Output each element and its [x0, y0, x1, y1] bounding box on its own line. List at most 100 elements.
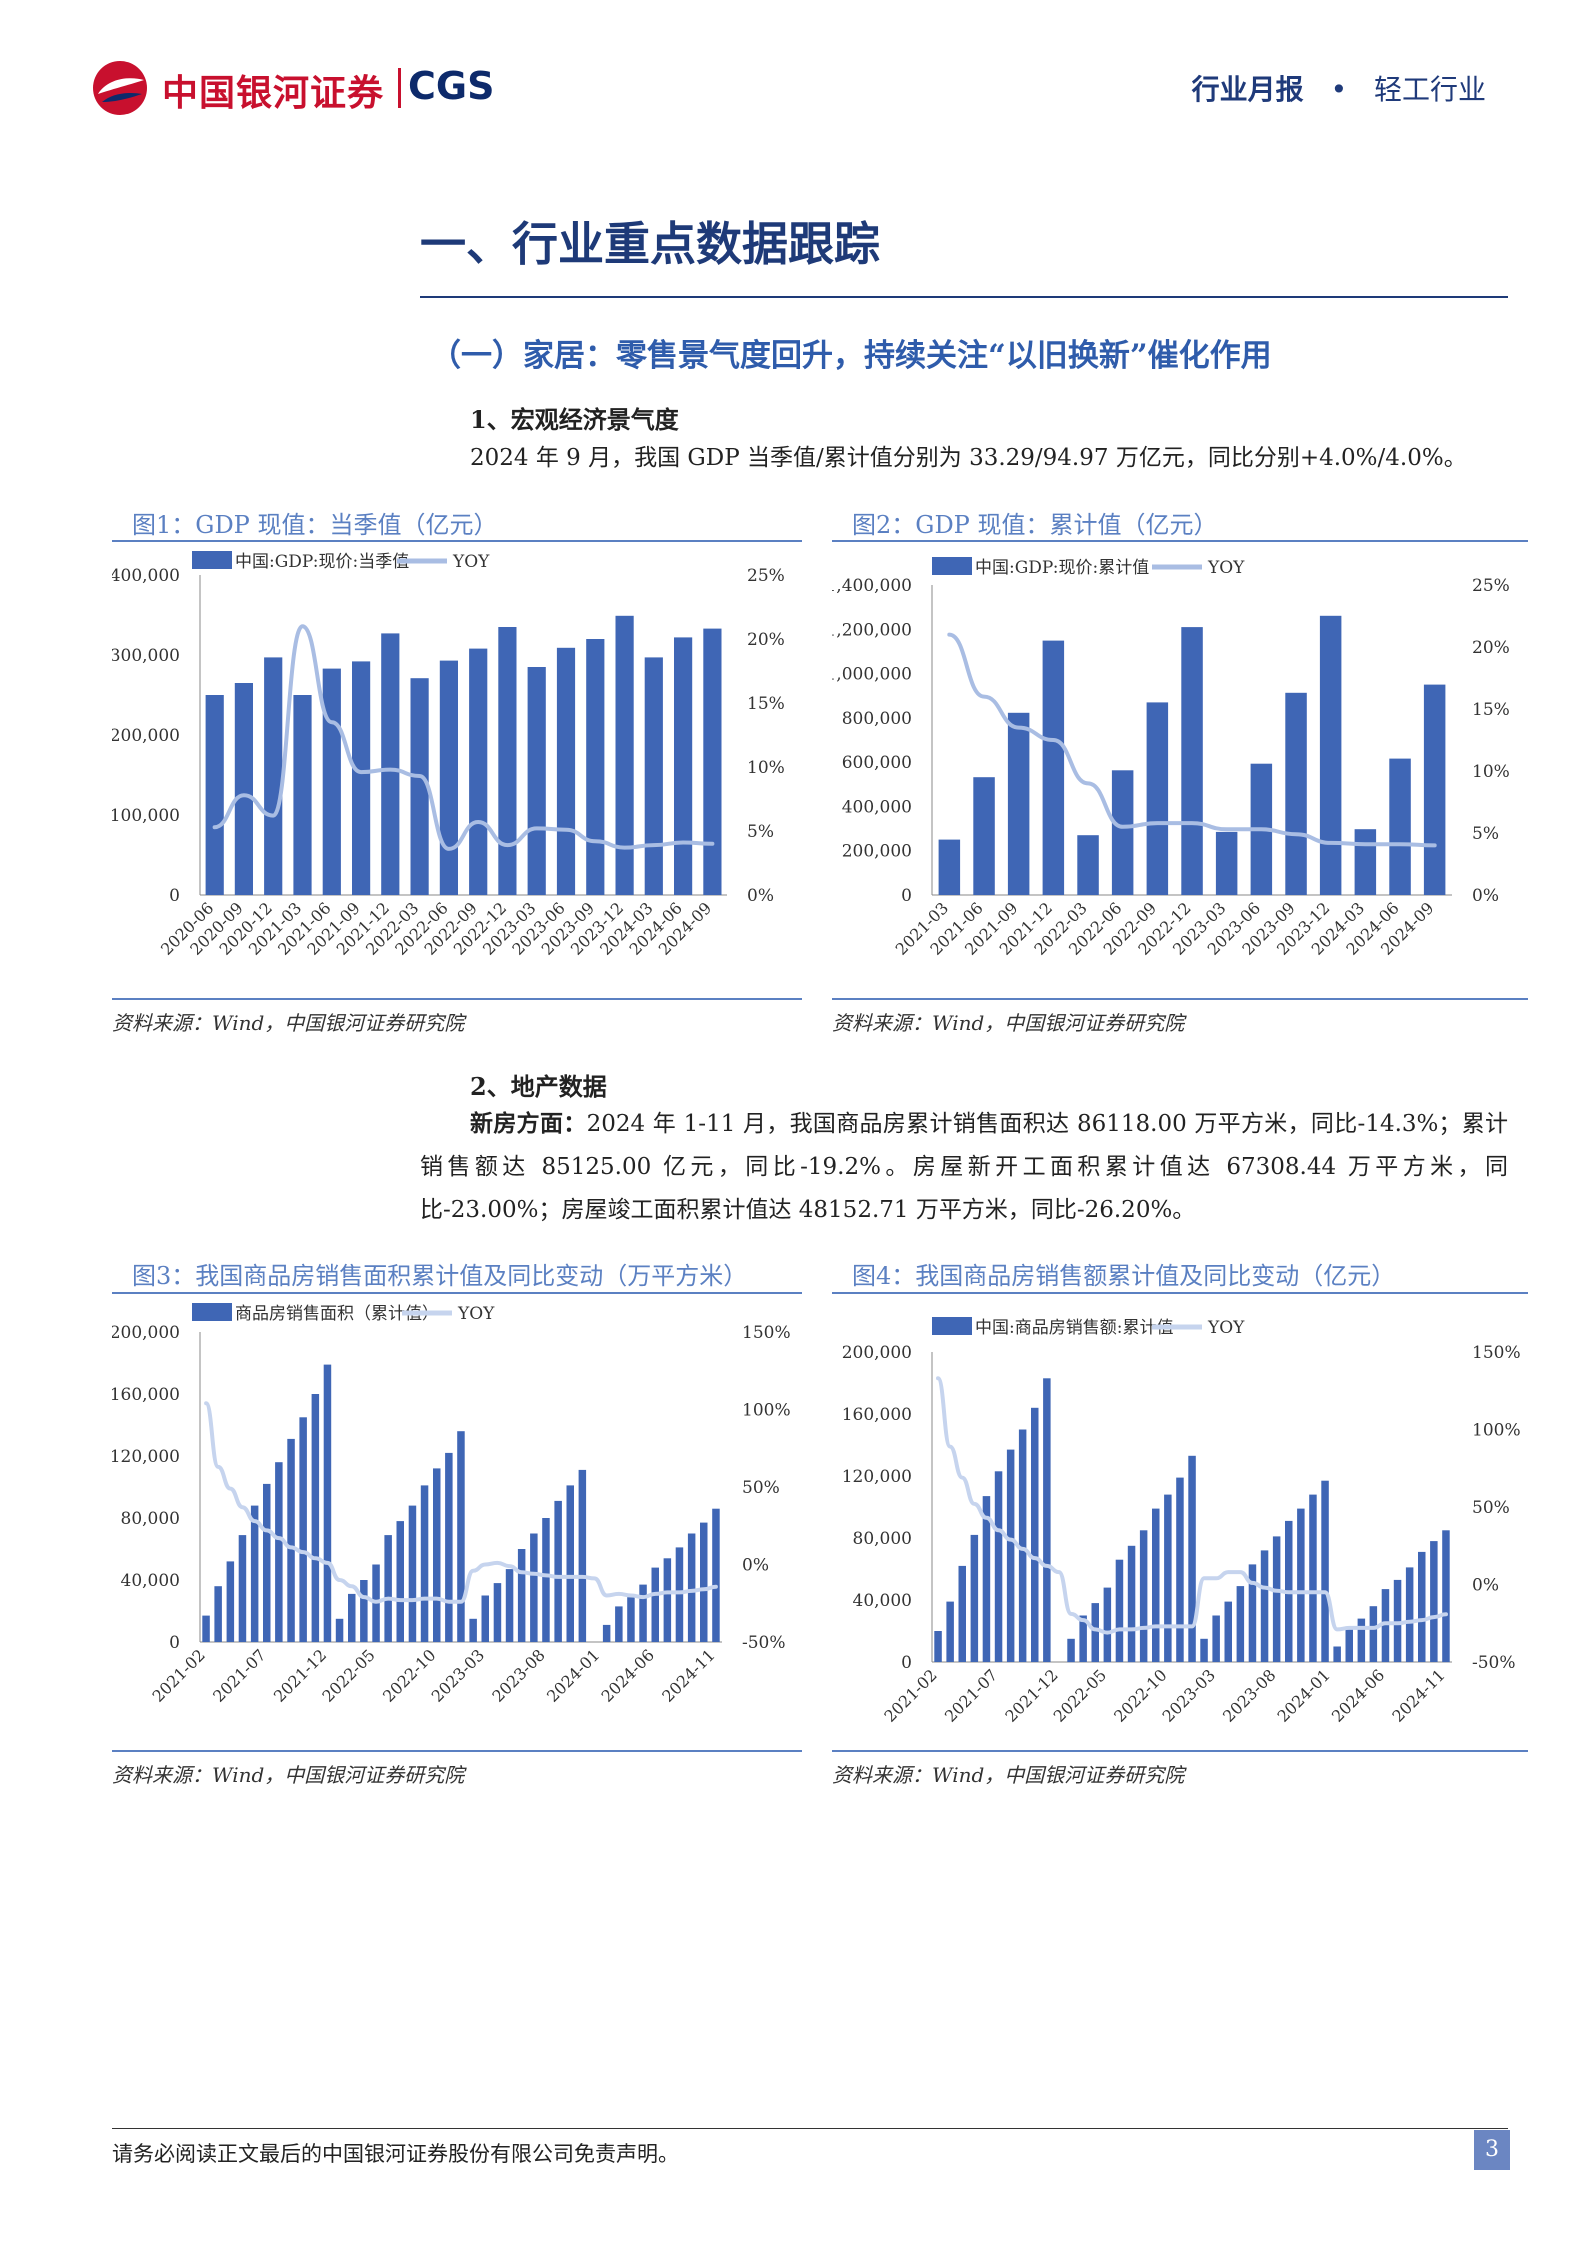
- y-left-tick-label: 800,000: [842, 709, 912, 729]
- x-tick-label: 2023-03: [1159, 1665, 1219, 1725]
- chart-bar: [1309, 1494, 1317, 1662]
- x-tick-label: 2021-02: [880, 1665, 940, 1725]
- report-type: 行业月报: [1191, 73, 1304, 106]
- chart-bar: [615, 615, 634, 895]
- chart-bar: [352, 661, 371, 895]
- chart-bar: [498, 627, 517, 895]
- chart-bar: [627, 1597, 635, 1642]
- chart-bar: [578, 1469, 587, 1642]
- sub1-title: 1、宏观经济景气度: [470, 405, 679, 434]
- y-left-tick-label: 100,000: [112, 806, 180, 826]
- x-tick-label: 2022-05: [318, 1645, 378, 1705]
- sub2-text: 2024 年 1-11 月，我国商品房累计销售面积达 86118.00 万平方米…: [420, 1111, 1509, 1223]
- chart-bar: [408, 1505, 417, 1642]
- y-right-tick-label: 10%: [747, 758, 785, 778]
- y-left-tick-label: 0: [169, 886, 180, 906]
- chart-bar: [322, 668, 341, 895]
- y-right-tick-label: 0%: [1472, 886, 1499, 906]
- y-left-tick-label: 120,000: [112, 1447, 180, 1467]
- legend-bar-label: 中国:GDP:现价:累计值: [975, 558, 1149, 578]
- chart-bar: [335, 1618, 344, 1643]
- x-tick-label: 2023-08: [488, 1645, 548, 1705]
- chart-bar: [1319, 615, 1342, 895]
- x-tick-label: 2024-01: [1273, 1665, 1333, 1725]
- chart-bar: [1042, 640, 1065, 895]
- chart-bar: [556, 647, 576, 895]
- chart-bar: [982, 1496, 991, 1662]
- footer-disclaimer: 请务必阅读正文最后的中国银河证券股份有限公司免责声明。: [112, 2142, 679, 2166]
- chart-bar: [445, 1452, 453, 1642]
- chart-bar: [1115, 1559, 1124, 1662]
- chart-bar: [1442, 1530, 1450, 1663]
- chart-bar: [214, 1586, 222, 1642]
- y-left-tick-label: 40,000: [853, 1591, 912, 1611]
- chart-bar: [517, 1549, 526, 1642]
- chart-bar: [360, 1580, 368, 1642]
- chart-bar: [1139, 1530, 1148, 1663]
- chart-bar: [238, 1535, 247, 1642]
- chart-bar: [973, 777, 995, 895]
- fig2-title: 图2：GDP 现值：累计值（亿元）: [852, 511, 1218, 539]
- chart-bar: [1018, 1429, 1027, 1662]
- fig1-bottom-rule: [112, 998, 802, 1000]
- chart-bar: [1345, 1629, 1353, 1662]
- x-tick-label: 2021-07: [941, 1665, 1001, 1725]
- yoy-line: [212, 624, 715, 851]
- yoy-line: [947, 632, 1437, 848]
- chart-bar: [469, 1618, 477, 1643]
- chart-bar: [946, 1601, 954, 1662]
- chart-bar: [1215, 831, 1238, 895]
- sub2-paragraph: 新房方面：2024 年 1-11 月，我国商品房累计销售面积达 86118.00…: [420, 1102, 1508, 1232]
- chart-bar: [1405, 1567, 1414, 1662]
- y-left-tick-label: 0: [169, 1633, 180, 1653]
- y-left-tick-label: 0: [901, 886, 912, 906]
- section-title: 一、行业重点数据跟踪: [420, 217, 880, 271]
- cgs-logo-icon: [93, 61, 147, 115]
- chart-bar: [675, 1547, 684, 1642]
- chart-bar: [644, 657, 663, 895]
- chart-bar: [439, 660, 458, 895]
- chart-bar: [1354, 829, 1377, 895]
- fig1-title: 图1：GDP 现值：当季值（亿元）: [132, 511, 498, 539]
- chart-bar: [602, 1624, 611, 1642]
- fig4-title: 图4：我国商品房销售额累计值及同比变动（亿元）: [852, 1262, 1396, 1290]
- y-left-tick-label: 1,000,000: [832, 665, 912, 685]
- yoy-line: [936, 1376, 1448, 1635]
- chart-bar: [263, 1483, 271, 1642]
- chart-bar: [493, 1583, 502, 1642]
- chart-bar: [1418, 1551, 1426, 1662]
- logo-cn-text: 中国银河证券: [162, 73, 385, 114]
- chart-bar: [1176, 1477, 1184, 1662]
- fig3-title: 图3：我国商品房销售面积累计值及同比变动（万平方米）: [132, 1262, 748, 1290]
- x-tick-label: 2021-07: [209, 1645, 269, 1705]
- chart-bar: [250, 1505, 259, 1642]
- chart-bar: [293, 695, 312, 895]
- chart-bar: [1423, 684, 1446, 895]
- chart-bar: [970, 1534, 979, 1662]
- x-tick-label: 2023-03: [428, 1645, 488, 1705]
- chart-bar: [1321, 1480, 1329, 1662]
- y-left-tick-label: 1,400,000: [832, 576, 912, 596]
- legend-bar-swatch: [932, 557, 972, 575]
- legend-bar-label: 中国:GDP:现价:当季值: [235, 552, 409, 572]
- y-right-tick-label: 25%: [747, 566, 785, 586]
- chart-bar: [264, 657, 283, 895]
- legend-bar-label: 商品房销售面积（累计值）: [235, 1304, 439, 1324]
- chart-bar: [958, 1565, 966, 1662]
- chart-bar: [433, 1468, 441, 1642]
- fig2-bottom-rule: [832, 998, 1528, 1000]
- y-left-tick-label: 400,000: [112, 566, 180, 586]
- chart-bar: [384, 1535, 392, 1642]
- y-right-tick-label: 5%: [1472, 824, 1499, 844]
- chart-bar: [420, 1485, 429, 1642]
- chart-bar: [586, 639, 605, 895]
- chart-bar: [938, 839, 961, 895]
- chart-bar: [1111, 770, 1134, 895]
- chart-bar: [469, 648, 488, 895]
- y-right-tick-label: 10%: [1472, 762, 1510, 782]
- fig3-chart: 0 40,000 80,000 120,000 160,000 200,000 -50% 0%…: [112, 1303, 791, 1706]
- chart-bar: [1369, 1606, 1378, 1662]
- y-left-tick-label: 160,000: [112, 1385, 180, 1405]
- y-left-tick-label: 600,000: [842, 753, 912, 773]
- chart-bar: [1103, 1587, 1112, 1662]
